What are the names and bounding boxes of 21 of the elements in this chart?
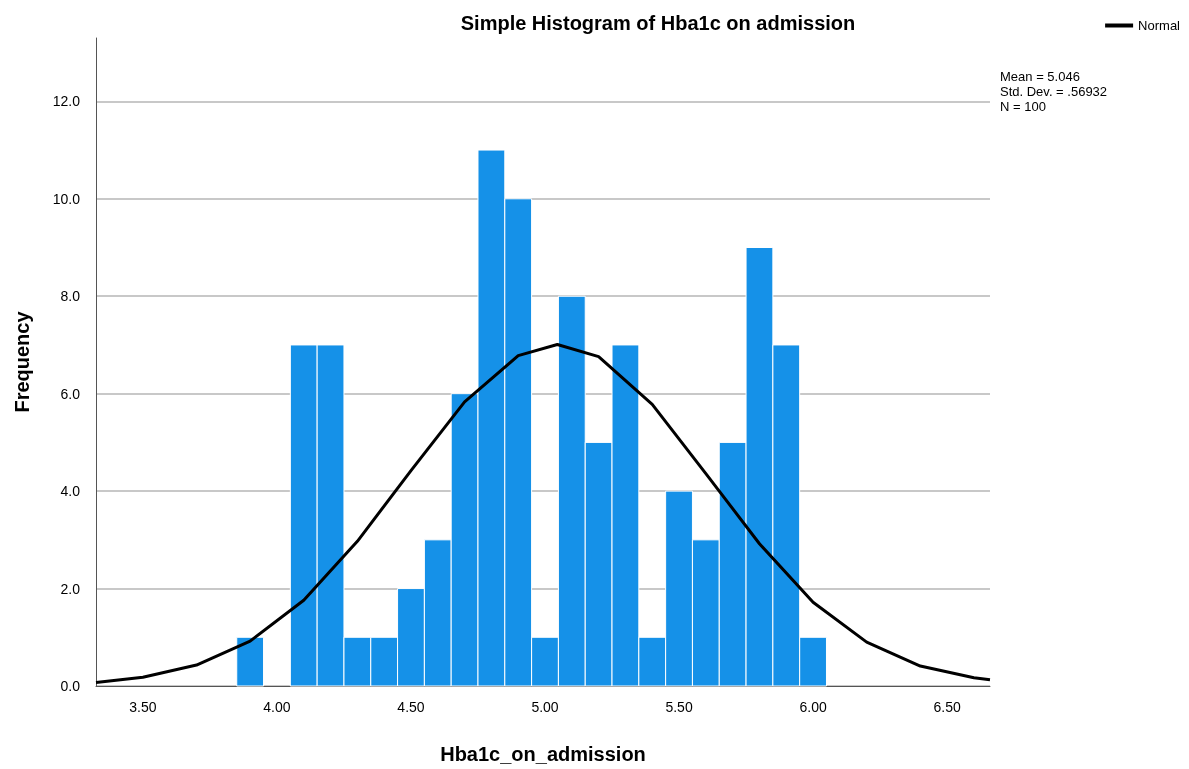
x-axis-title: Hba1c_on_admission <box>440 743 646 765</box>
y-tick-label: 8.0 <box>60 288 81 305</box>
chart-title: Simple Histogram of Hba1c on admission <box>460 12 856 34</box>
x-tick-label: 5.50 <box>665 699 693 715</box>
y-axis-title: Frequency <box>11 310 33 413</box>
text: N = 100 <box>1000 99 1046 114</box>
y-tick-label: 6.0 <box>60 385 81 402</box>
y-tick-label: 0.0 <box>60 678 81 694</box>
y-tick-label: 10.0 <box>52 190 81 207</box>
x-tick-label: 4.50 <box>397 699 425 715</box>
x-tick-label: 4.00 <box>263 699 291 715</box>
x-tick-label: 6.00 <box>799 699 827 715</box>
text: Mean = 5.046 <box>1000 69 1080 84</box>
y-tick-label: 2.0 <box>60 580 81 597</box>
x-tick-label: 6.50 <box>933 699 961 715</box>
x-tick-label: 3.50 <box>129 699 157 715</box>
text: Std. Dev. = .56932 <box>1000 84 1108 99</box>
y-tick-label: 12.0 <box>52 93 81 110</box>
legend-label: Normal <box>1138 18 1181 33</box>
x-tick-label: 5.00 <box>531 699 559 715</box>
y-tick-label: 4.0 <box>60 483 81 500</box>
